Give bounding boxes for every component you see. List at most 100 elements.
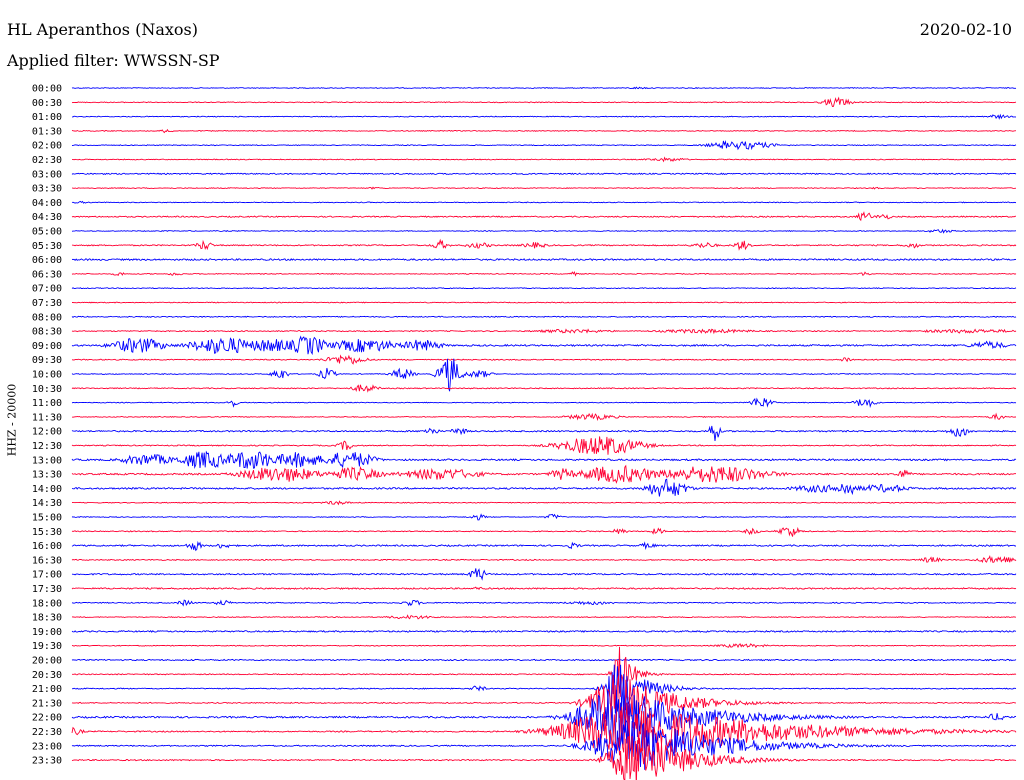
trace-line bbox=[71, 86, 1017, 90]
trace-line bbox=[71, 718, 1017, 770]
time-label: 05:00 bbox=[32, 227, 62, 238]
trace-line bbox=[72, 186, 1017, 190]
trace-line bbox=[71, 384, 1017, 393]
time-label: 14:00 bbox=[32, 484, 62, 495]
time-label: 09:00 bbox=[32, 341, 62, 352]
trace-line bbox=[71, 238, 1017, 251]
time-label: 06:00 bbox=[32, 255, 62, 266]
time-label: 17:30 bbox=[32, 584, 62, 595]
trace-line bbox=[71, 555, 1017, 563]
trace-line bbox=[72, 646, 1017, 697]
time-label: 15:00 bbox=[32, 513, 62, 524]
time-label: 14:30 bbox=[32, 498, 62, 509]
time-label: 18:30 bbox=[32, 613, 62, 624]
trace-line bbox=[71, 735, 1017, 780]
trace-line bbox=[71, 139, 1017, 151]
time-label: 06:30 bbox=[32, 269, 62, 280]
time-label: 08:30 bbox=[32, 327, 62, 338]
time-label: 21:30 bbox=[32, 698, 62, 709]
trace-line bbox=[72, 156, 1017, 163]
trace-line bbox=[71, 328, 1017, 335]
trace-line bbox=[71, 271, 1017, 277]
trace-line bbox=[71, 526, 1017, 537]
time-label: 21:00 bbox=[32, 684, 62, 695]
time-label: 03:00 bbox=[32, 169, 62, 180]
trace-line bbox=[71, 658, 1017, 662]
trace-line bbox=[71, 436, 1017, 455]
time-label: 23:00 bbox=[32, 741, 62, 752]
trace-line bbox=[71, 586, 1017, 591]
time-label: 01:30 bbox=[32, 126, 62, 137]
trace-line bbox=[71, 96, 1017, 108]
trace-line bbox=[71, 464, 1017, 484]
time-label: 20:30 bbox=[32, 670, 62, 681]
time-label: 08:00 bbox=[32, 312, 62, 323]
trace-line bbox=[71, 315, 1017, 318]
time-label: 04:00 bbox=[32, 198, 62, 209]
time-label: 00:30 bbox=[32, 98, 62, 109]
time-label: 16:00 bbox=[32, 541, 62, 552]
time-label: 01:00 bbox=[32, 112, 62, 123]
station-title: HL Aperanthos (Naxos) bbox=[7, 20, 198, 39]
time-label: 10:30 bbox=[32, 384, 62, 395]
date-label: 2020-02-10 bbox=[919, 20, 1012, 39]
trace-line bbox=[71, 397, 1017, 409]
time-label: 11:30 bbox=[32, 412, 62, 423]
trace-line bbox=[71, 674, 1016, 725]
trace-line bbox=[71, 478, 1017, 497]
time-label: 07:30 bbox=[32, 298, 62, 309]
time-label: 18:00 bbox=[32, 598, 62, 609]
trace-line bbox=[71, 629, 1017, 633]
time-label: 04:30 bbox=[32, 212, 62, 223]
trace-line bbox=[71, 258, 1017, 262]
time-label: 16:30 bbox=[32, 555, 62, 566]
time-label: 07:00 bbox=[32, 284, 62, 295]
time-label: 11:00 bbox=[32, 398, 62, 409]
trace-line bbox=[71, 412, 1016, 422]
trace-line bbox=[71, 599, 1017, 607]
time-label: 13:00 bbox=[32, 455, 62, 466]
trace-line bbox=[71, 500, 1017, 506]
trace-line bbox=[71, 450, 1017, 469]
time-label: 00:00 bbox=[32, 84, 62, 95]
trace-line bbox=[71, 689, 1017, 749]
trace-line bbox=[71, 335, 1017, 356]
time-label: 17:00 bbox=[32, 570, 62, 581]
trace-line bbox=[72, 113, 1017, 120]
trace-line bbox=[71, 358, 1017, 392]
trace-line bbox=[71, 513, 1017, 521]
time-label: 03:30 bbox=[32, 184, 62, 195]
trace-line bbox=[71, 568, 1017, 581]
trace-line bbox=[71, 614, 1017, 620]
trace-line bbox=[71, 643, 1016, 649]
time-label: 02:30 bbox=[32, 155, 62, 166]
time-label: 13:30 bbox=[32, 470, 62, 481]
trace-line bbox=[71, 354, 1017, 365]
trace-line bbox=[71, 664, 1017, 714]
time-label: 09:30 bbox=[32, 355, 62, 366]
filter-subtitle: Applied filter: WWSSN-SP bbox=[7, 51, 220, 70]
trace-line bbox=[71, 702, 1017, 757]
time-label: 12:30 bbox=[32, 441, 62, 452]
time-label: 19:00 bbox=[32, 627, 62, 638]
trace-line bbox=[71, 200, 1017, 204]
trace-line bbox=[71, 172, 1017, 176]
time-label: 10:00 bbox=[32, 370, 62, 381]
time-label: 12:00 bbox=[32, 427, 62, 438]
trace-line bbox=[71, 425, 1017, 442]
time-label: 19:30 bbox=[32, 641, 62, 652]
trace-line bbox=[71, 128, 1017, 134]
time-label: 02:00 bbox=[32, 141, 62, 152]
trace-line bbox=[71, 540, 1016, 552]
trace-line bbox=[72, 301, 1017, 304]
trace-line bbox=[71, 287, 1017, 290]
trace-line bbox=[71, 228, 1017, 234]
time-label: 20:00 bbox=[32, 656, 62, 667]
trace-line bbox=[71, 211, 1017, 222]
time-label: 22:00 bbox=[32, 713, 62, 724]
time-label: 15:30 bbox=[32, 527, 62, 538]
time-label: 05:30 bbox=[32, 241, 62, 252]
time-label: 23:30 bbox=[32, 756, 62, 767]
time-label: 22:30 bbox=[32, 727, 62, 738]
